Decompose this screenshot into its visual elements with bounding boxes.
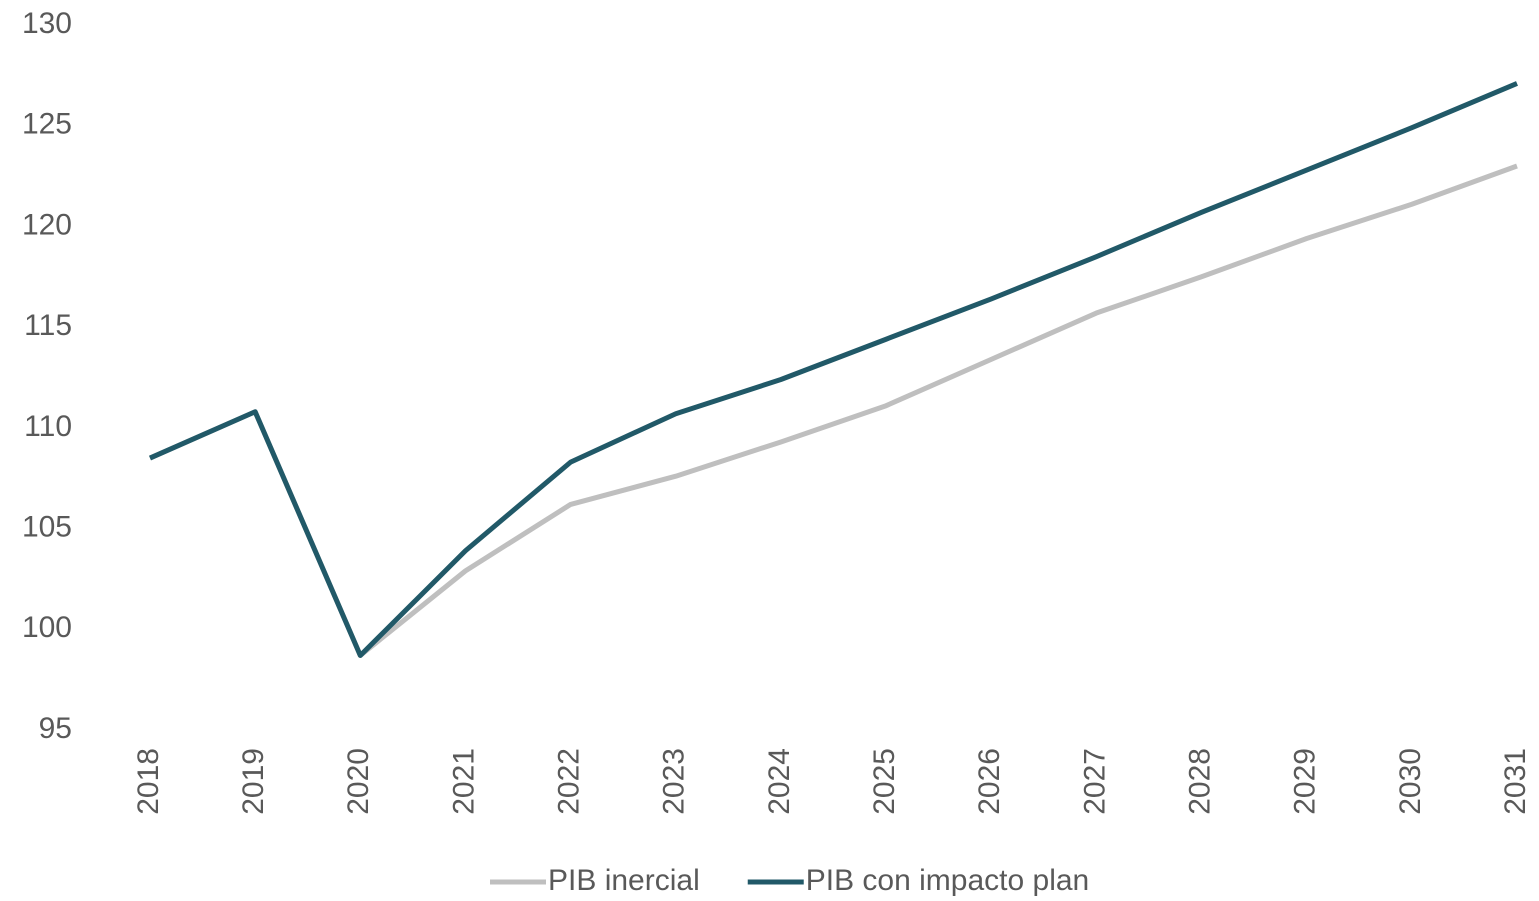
series-line bbox=[148, 81, 1518, 658]
x-tick-label: 2024 bbox=[763, 748, 796, 815]
x-tick-label: 2031 bbox=[1499, 748, 1532, 815]
x-tick-label: 2027 bbox=[1078, 748, 1111, 815]
y-tick-label: 115 bbox=[24, 309, 72, 342]
x-tick-label: 2018 bbox=[132, 748, 165, 815]
x-tick-label: 2025 bbox=[868, 748, 901, 815]
y-tick-label: 130 bbox=[22, 7, 72, 40]
legend-label: PIB inercial bbox=[548, 864, 700, 897]
x-tick-label: 2030 bbox=[1394, 748, 1427, 815]
legend-label: PIB con impacto plan bbox=[806, 864, 1090, 897]
x-tick-label: 2020 bbox=[342, 748, 375, 815]
x-tick-label: 2023 bbox=[658, 748, 691, 815]
x-tick-label: 2026 bbox=[973, 748, 1006, 815]
x-tick-label: 2028 bbox=[1183, 748, 1216, 815]
y-tick-label: 110 bbox=[24, 410, 72, 443]
y-tick-label: 100 bbox=[22, 611, 72, 644]
y-tick-label: 105 bbox=[22, 510, 72, 543]
y-tick-label: 95 bbox=[39, 712, 72, 745]
x-tick-label: 2019 bbox=[237, 748, 270, 815]
y-tick-label: 120 bbox=[22, 208, 72, 241]
x-tick-label: 2022 bbox=[553, 748, 586, 815]
series-line bbox=[148, 163, 1518, 658]
x-tick-label: 2021 bbox=[447, 748, 480, 815]
x-tick-label: 2029 bbox=[1289, 748, 1322, 815]
y-tick-label: 125 bbox=[22, 108, 72, 141]
